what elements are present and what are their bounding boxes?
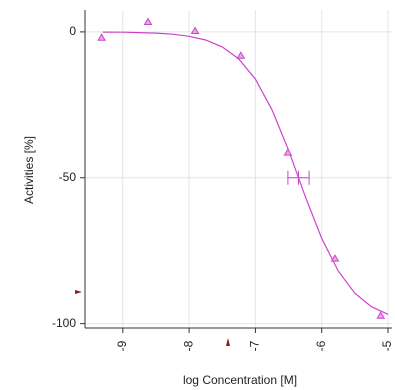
x-tick-label: -8 xyxy=(181,340,195,351)
x-marker xyxy=(226,338,230,346)
y-axis-label: Activities [%] xyxy=(22,136,36,204)
data-point xyxy=(376,311,386,319)
y-marker xyxy=(75,290,82,294)
grid xyxy=(85,10,392,328)
y-tick-label: -100 xyxy=(52,316,76,330)
y-tick-label: 0 xyxy=(69,24,76,38)
x-tick-label: -5 xyxy=(380,340,394,351)
data-point xyxy=(97,33,106,41)
data-point xyxy=(283,148,293,156)
data-point xyxy=(330,254,340,262)
y-tick-label: -50 xyxy=(59,170,77,184)
data-point xyxy=(143,17,153,25)
data-point xyxy=(190,26,200,35)
x-tick-label: -6 xyxy=(314,340,328,351)
fit-curve xyxy=(102,31,389,315)
x-tick-label: -7 xyxy=(248,340,262,351)
x-axis-label: log Concentration [M] xyxy=(183,373,297,387)
data-point xyxy=(236,51,246,59)
ec50-error-bar xyxy=(287,170,310,185)
x-tick-label: -9 xyxy=(115,340,129,351)
